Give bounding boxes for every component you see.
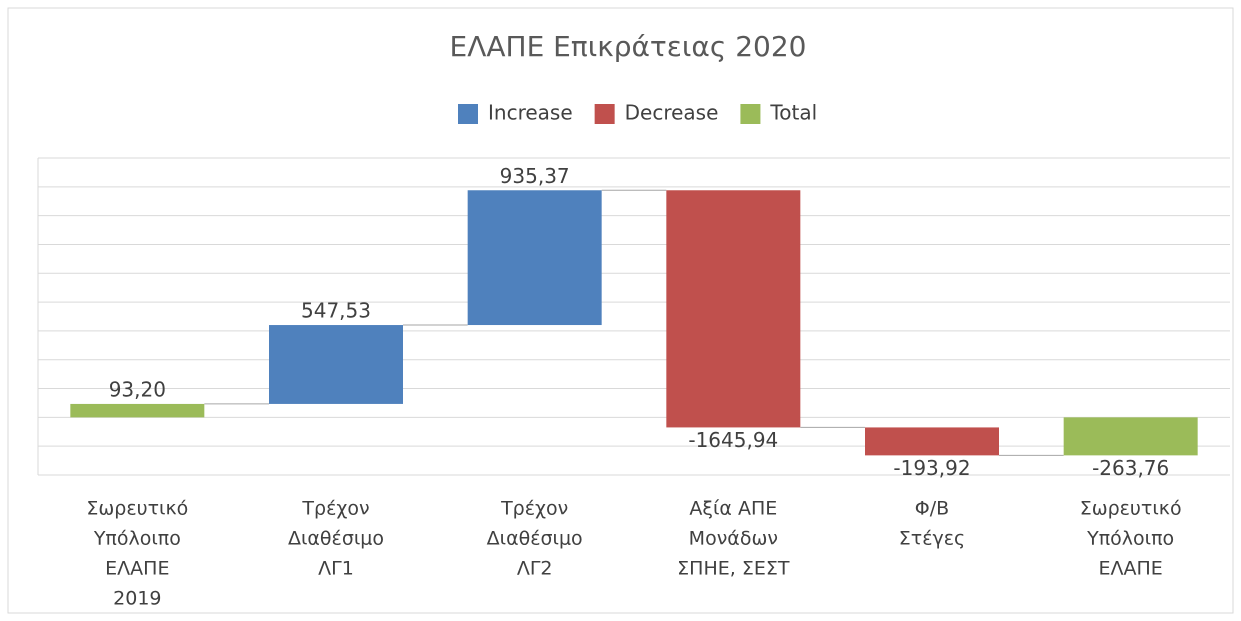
x-tick-label: Φ/Β: [915, 498, 949, 520]
legend-label: Decrease: [625, 101, 719, 125]
x-tick-label: Υπόλοιπο: [93, 528, 181, 550]
legend-swatch: [458, 104, 478, 124]
chart-title: ΕΛΑΠΕ Επικράτειας 2020: [450, 30, 807, 63]
x-tick-label: 2019: [113, 588, 161, 610]
x-tick-label: ΛΓ1: [318, 558, 354, 580]
data-label: -263,76: [1092, 456, 1169, 480]
x-tick-label: Σωρευτικό: [1080, 498, 1182, 520]
legend-swatch: [740, 104, 761, 124]
bar: [666, 190, 801, 428]
chart-frame: [7, 7, 1234, 614]
data-label: 93,20: [109, 377, 166, 401]
data-label: -193,92: [893, 456, 970, 480]
x-tick-label: ΕΛΑΠΕ: [105, 558, 169, 580]
bar: [467, 190, 602, 326]
data-label: 547,53: [301, 299, 371, 323]
x-tick-label: Διαθέσιμο: [288, 528, 384, 550]
x-tick-label: Τρέχον: [301, 498, 369, 520]
x-tick-label: ΛΓ2: [517, 558, 553, 580]
legend-swatch: [594, 104, 615, 124]
x-tick-label: Υπόλοιπο: [1086, 528, 1174, 550]
data-label: -1645,94: [688, 428, 778, 452]
x-tick-label: ΣΠΗΕ, ΣΕΣΤ: [677, 558, 790, 580]
x-tick-label: Σωρευτικό: [86, 498, 188, 520]
x-tick-label: Τρέχον: [500, 498, 568, 520]
legend-label: Total: [769, 101, 817, 125]
x-tick-label: Διαθέσιμο: [487, 528, 583, 550]
x-tick-label: Μονάδων: [689, 528, 778, 550]
legend-label: Increase: [488, 101, 573, 125]
data-label: 935,37: [500, 164, 570, 188]
bar: [70, 403, 205, 418]
bar: [865, 427, 999, 456]
bar: [1063, 417, 1198, 456]
x-tick-label: Στέγες: [899, 528, 965, 550]
x-tick-label: ΕΛΑΠΕ: [1099, 558, 1163, 580]
x-tick-label: Αξία ΑΠΕ: [689, 498, 777, 520]
bar: [269, 325, 403, 404]
